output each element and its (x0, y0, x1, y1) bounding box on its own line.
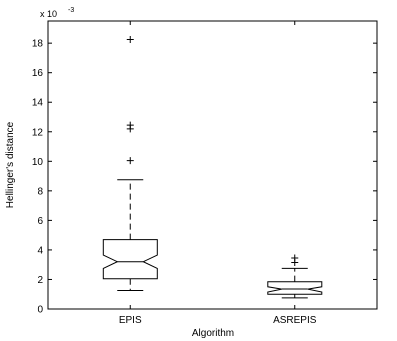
y-axis-label: Hellinger's distance (5, 121, 16, 208)
notched-box (102, 239, 158, 280)
outlier-point (126, 121, 134, 129)
y-axis: 0 2 4 6 8 10 12 14 16 18 (32, 39, 377, 316)
y-tick-label: 2 (37, 275, 43, 286)
outlier-point (126, 35, 134, 43)
x-axis-label: Algorithm (192, 328, 234, 339)
y-tick-label: 8 (37, 186, 43, 197)
y-tick-label: 16 (32, 68, 44, 79)
x-axis: EPIS ASREPIS (119, 21, 317, 326)
y-tick-label: 10 (32, 157, 44, 168)
plot-area (47, 20, 378, 310)
y-tick-label: 6 (37, 216, 43, 227)
y-tick-label: 18 (32, 39, 44, 50)
box-asrepis (267, 254, 323, 299)
y-tick-label: 0 (37, 305, 43, 316)
y-tick-label: 14 (32, 98, 44, 109)
x-tick-label: EPIS (119, 315, 142, 326)
x-tick-label: ASREPIS (273, 315, 317, 326)
y-tick-label: 12 (32, 127, 44, 138)
y-tick-label: 4 (37, 245, 43, 256)
outlier-point (291, 254, 299, 262)
boxes (102, 35, 323, 299)
y-scale-exponent: -3 (68, 7, 74, 14)
box-epis (102, 35, 158, 292)
outlier-point (126, 157, 134, 165)
notched-box (267, 281, 323, 295)
y-scale-base: x 10 (40, 9, 57, 19)
